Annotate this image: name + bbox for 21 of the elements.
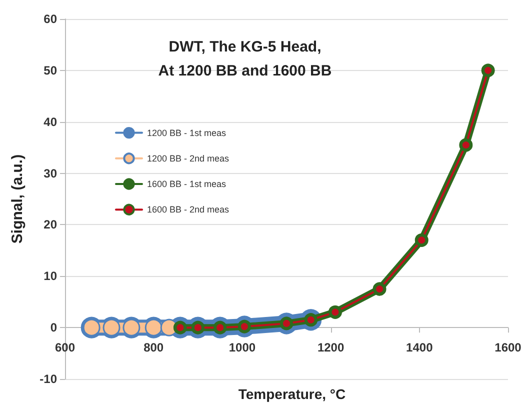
y-tick-label: 60 — [44, 12, 58, 26]
x-tick-label: 1600 — [494, 340, 522, 355]
text: DWT, The KG-5 Head, At 1200 BB and 1600 BB — [158, 38, 332, 80]
x-tick-label: 800 — [144, 340, 164, 355]
y-axis-title: Signal, (a.u.) — [9, 154, 26, 244]
y-tick-label: -10 — [40, 372, 58, 386]
x-tick-label: 1400 — [406, 340, 434, 355]
legend-label: 1600 BB - 2nd meas — [147, 204, 230, 215]
legend-label: 1600 BB - 1st meas — [147, 179, 227, 189]
y-tick-label: 30 — [44, 166, 58, 180]
y-tick-label: 40 — [44, 114, 58, 129]
x-axis-title: Temperature, °C — [238, 386, 346, 402]
legend-label: 1200 BB - 1st meas — [147, 128, 227, 138]
x-tick-label: 1200 — [317, 340, 344, 355]
y-tick-label: 50 — [44, 63, 58, 78]
x-tick-label: 1000 — [228, 340, 256, 355]
y-tick-label: 20 — [44, 218, 58, 232]
y-tick-label: 0 — [50, 320, 58, 335]
legend-label: 1200 BB - 2nd meas — [147, 153, 230, 164]
y-tick-label: 10 — [44, 269, 58, 284]
x-tick-label: 600 — [54, 340, 76, 355]
